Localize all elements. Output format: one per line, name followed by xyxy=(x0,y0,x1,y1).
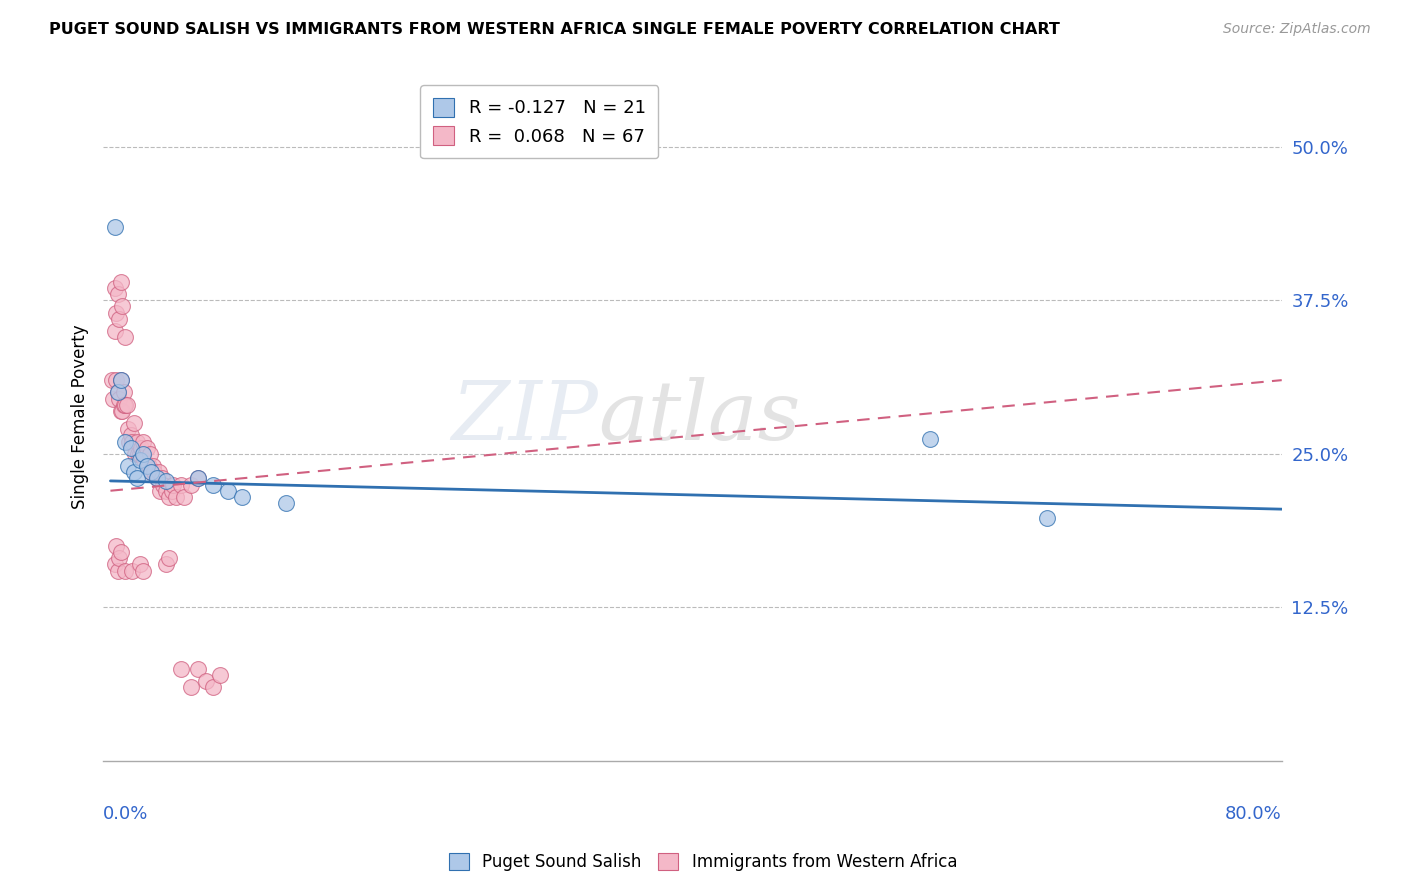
Point xyxy=(180,681,202,695)
Point xyxy=(114,564,136,578)
Point xyxy=(152,477,174,491)
Point xyxy=(108,311,131,326)
Point xyxy=(120,428,142,442)
Point xyxy=(110,545,132,559)
Point xyxy=(107,385,129,400)
Point xyxy=(101,373,124,387)
Point xyxy=(187,471,209,485)
Point xyxy=(110,404,132,418)
Point xyxy=(115,398,138,412)
Point xyxy=(155,474,177,488)
Point xyxy=(110,373,132,387)
Point xyxy=(127,447,149,461)
Point xyxy=(201,681,224,695)
Point xyxy=(155,483,177,498)
Point xyxy=(129,441,152,455)
Point xyxy=(104,324,127,338)
Point xyxy=(121,434,143,449)
Point xyxy=(122,416,145,430)
Point xyxy=(105,373,128,387)
Point xyxy=(105,539,128,553)
Y-axis label: Single Female Poverty: Single Female Poverty xyxy=(72,325,89,509)
Point xyxy=(131,447,153,461)
Point xyxy=(217,483,239,498)
Point xyxy=(125,471,148,485)
Point xyxy=(170,477,193,491)
Point xyxy=(112,398,135,412)
Point xyxy=(136,441,159,455)
Point xyxy=(180,477,202,491)
Legend: R = -0.127   N = 21, R =  0.068   N = 67: R = -0.127 N = 21, R = 0.068 N = 67 xyxy=(420,86,658,159)
Point xyxy=(155,558,177,572)
Point xyxy=(128,447,150,461)
Point xyxy=(1036,510,1059,524)
Point xyxy=(122,465,145,479)
Point xyxy=(146,471,169,485)
Point xyxy=(142,459,165,474)
Point xyxy=(114,398,136,412)
Point xyxy=(110,275,132,289)
Point xyxy=(125,434,148,449)
Point xyxy=(160,483,183,498)
Point xyxy=(128,453,150,467)
Point xyxy=(139,447,162,461)
Point xyxy=(143,465,166,479)
Point xyxy=(162,477,184,491)
Point xyxy=(105,305,128,319)
Point xyxy=(141,465,163,479)
Point xyxy=(150,471,173,485)
Point xyxy=(121,564,143,578)
Point xyxy=(104,219,127,234)
Text: atlas: atlas xyxy=(598,377,800,457)
Point xyxy=(157,551,180,566)
Point xyxy=(165,490,187,504)
Legend: Puget Sound Salish, Immigrants from Western Africa: Puget Sound Salish, Immigrants from West… xyxy=(440,845,966,880)
Point xyxy=(108,392,131,406)
Point xyxy=(920,432,942,446)
Point xyxy=(276,496,298,510)
Point xyxy=(148,465,170,479)
Point xyxy=(187,471,209,485)
Point xyxy=(209,668,232,682)
Point xyxy=(157,490,180,504)
Point xyxy=(120,441,142,455)
Text: 80.0%: 80.0% xyxy=(1225,805,1282,823)
Text: 0.0%: 0.0% xyxy=(103,805,149,823)
Point xyxy=(131,434,153,449)
Point xyxy=(104,281,127,295)
Point xyxy=(146,471,169,485)
Point xyxy=(117,459,139,474)
Text: Source: ZipAtlas.com: Source: ZipAtlas.com xyxy=(1223,22,1371,37)
Point xyxy=(231,490,253,504)
Point xyxy=(136,459,159,474)
Point xyxy=(107,385,129,400)
Point xyxy=(124,447,146,461)
Point xyxy=(138,459,160,474)
Point xyxy=(118,434,141,449)
Point xyxy=(170,662,193,676)
Point xyxy=(104,558,127,572)
Text: PUGET SOUND SALISH VS IMMIGRANTS FROM WESTERN AFRICA SINGLE FEMALE POVERTY CORRE: PUGET SOUND SALISH VS IMMIGRANTS FROM WE… xyxy=(49,22,1060,37)
Point xyxy=(134,453,156,467)
Point xyxy=(141,465,163,479)
Point xyxy=(111,404,134,418)
Point xyxy=(173,490,195,504)
Point xyxy=(103,392,125,406)
Point xyxy=(131,564,153,578)
Point xyxy=(114,330,136,344)
Point xyxy=(194,674,217,689)
Text: ZIP: ZIP xyxy=(451,377,598,457)
Point xyxy=(187,662,209,676)
Point xyxy=(107,564,129,578)
Point xyxy=(117,422,139,436)
Point xyxy=(110,373,132,387)
Point xyxy=(128,558,150,572)
Point xyxy=(111,300,134,314)
Point xyxy=(112,385,135,400)
Point xyxy=(108,551,131,566)
Point xyxy=(201,477,224,491)
Point xyxy=(149,483,172,498)
Point xyxy=(114,434,136,449)
Point xyxy=(107,287,129,301)
